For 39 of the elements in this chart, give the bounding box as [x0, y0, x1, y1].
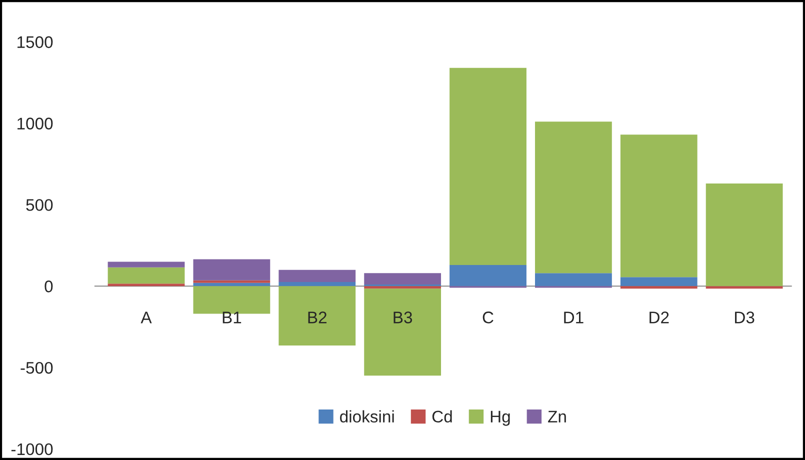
y-tick-label: 1000: [18, 118, 53, 130]
x-tick-label: B2: [308, 312, 326, 324]
bar: [620, 277, 698, 286]
bar: [620, 286, 698, 289]
x-tick-label: B3: [394, 312, 412, 324]
bar: [364, 286, 442, 289]
bar: [535, 122, 612, 274]
x-tick-label: D3: [735, 312, 754, 324]
bar: [450, 68, 526, 265]
bar: [108, 284, 185, 286]
bar: [193, 259, 270, 280]
bar: [108, 267, 185, 284]
x-tick-label: D2: [650, 312, 669, 324]
legend-label: Zn: [548, 410, 566, 422]
y-tick-label: 0: [44, 280, 53, 292]
bar: [278, 286, 356, 346]
bar: [535, 273, 612, 286]
x-tick-label: A: [140, 312, 152, 324]
bar: [364, 288, 442, 376]
bar: [706, 184, 783, 286]
bar: [108, 262, 185, 268]
legend-label: Hg: [490, 410, 510, 426]
legend-label: dioksini: [340, 410, 394, 423]
x-tick-label: B1: [222, 312, 242, 324]
bar: [450, 264, 526, 286]
x-tick-label: C: [482, 312, 494, 324]
bar: [193, 280, 270, 283]
legend-label: Cd: [432, 410, 452, 423]
bar: [620, 134, 698, 278]
bar: [278, 282, 356, 286]
bar: [278, 270, 356, 282]
y-tick-label: -500: [20, 362, 53, 374]
x-tick-label: D1: [564, 312, 584, 324]
bar: [706, 286, 783, 289]
bar: [364, 273, 442, 284]
y-tick-label: 500: [26, 199, 53, 211]
y-tick-label: -1000: [11, 443, 53, 456]
bar: [193, 282, 270, 286]
y-tick-label: 1500: [18, 36, 53, 48]
